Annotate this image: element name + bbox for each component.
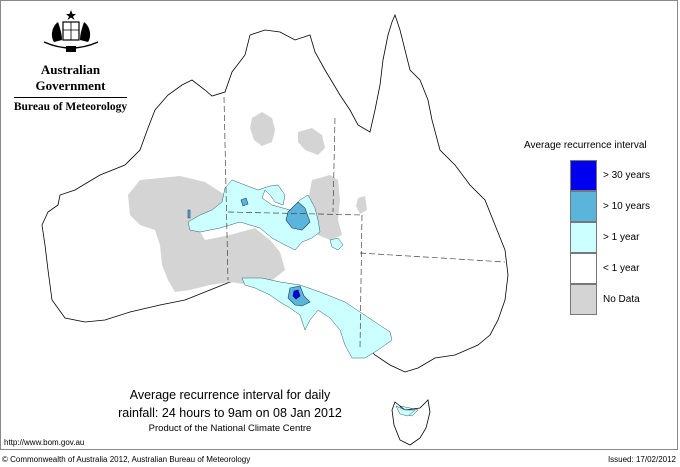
logo-divider	[14, 97, 127, 98]
government-name: Australian Government	[35, 62, 106, 93]
legend-title: Average recurrence interval	[524, 140, 647, 151]
legend-label: > 30 years	[603, 170, 650, 181]
state-borders	[223, 96, 506, 349]
government-logo: Australian Government Bureau of Meteorol…	[8, 8, 133, 113]
legend-label: > 1 year	[603, 232, 640, 243]
legend-label: > 10 years	[603, 201, 650, 212]
caption-title-line1: Average recurrence interval for daily	[129, 388, 331, 402]
coat-of-arms-icon	[43, 10, 98, 52]
map-caption: Average recurrence interval for daily ra…	[100, 386, 360, 435]
legend: Average recurrence interval > 30 years >…	[518, 140, 678, 315]
caption-product: Product of the National Climate Centre	[148, 423, 312, 434]
issued-date: Issued: 17/02/2012	[607, 455, 676, 464]
website-link[interactable]: http://www.bom.gov.au	[4, 438, 85, 447]
legend-swatch	[570, 253, 597, 284]
copyright-text: © Commonwealth of Australia 2012, Austra…	[2, 455, 251, 464]
legend-swatch	[570, 191, 597, 222]
tasmania-outline	[391, 399, 431, 446]
legend-label: No Data	[603, 294, 640, 305]
legend-label: < 1 year	[603, 263, 640, 274]
australia-map	[41, 13, 509, 446]
legend-swatch	[570, 160, 597, 191]
caption-title-line2: rainfall: 24 hours to 9am on 08 Jan 2012	[118, 406, 342, 420]
agency-name: Bureau of Meteorology	[13, 101, 128, 113]
legend-swatch	[570, 222, 597, 253]
legend-swatch	[570, 284, 597, 315]
gt30-years-region	[292, 289, 301, 300]
